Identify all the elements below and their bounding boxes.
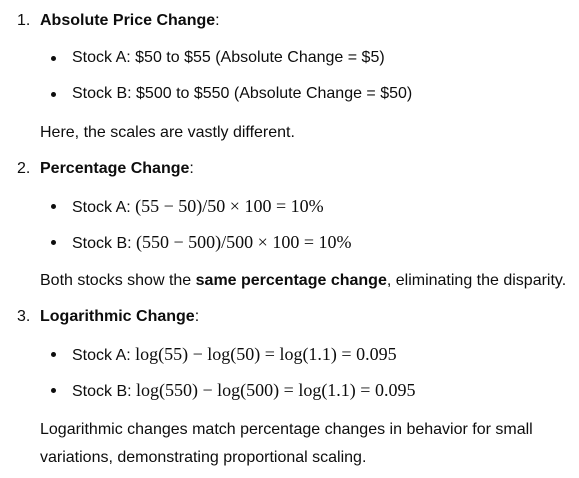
list-item: Stock B: log(550) − log(500) = log(1.1) …	[72, 379, 415, 403]
bullet-label: Stock A:	[72, 347, 131, 364]
bullet-dot	[51, 56, 56, 61]
note-text: Both stocks show the	[40, 272, 196, 289]
bullet-dot	[51, 352, 56, 357]
note-text: , eliminating the disparity.	[386, 272, 567, 289]
bullet-dot	[51, 240, 56, 245]
bullet-text: $500 to $550 (Absolute Change = $50)	[136, 85, 413, 102]
bullet-dot	[51, 92, 56, 97]
section-heading-absolute-price-change: Absolute Price Change:	[40, 10, 220, 32]
section-note: Here, the scales are vastly different.	[40, 124, 295, 141]
heading-text: Logarithmic Change	[40, 308, 195, 325]
section-heading-logarithmic-change: Logarithmic Change:	[40, 306, 199, 328]
bullet-label: Stock B:	[72, 235, 132, 252]
math-expression: (550 − 500)/500 × 100 = 10%	[136, 232, 352, 252]
bullet-label: Stock B:	[72, 383, 132, 400]
math-expression: log(55) − log(50) = log(1.1) = 0.095	[135, 344, 397, 364]
bullet-text: $50 to $55 (Absolute Change = $5)	[135, 49, 385, 66]
heading-colon: :	[215, 12, 220, 29]
list-item: Stock A: $50 to $55 (Absolute Change = $…	[72, 47, 385, 69]
math-expression: log(550) − log(500) = log(1.1) = 0.095	[136, 380, 416, 400]
section-note-line: Logarithmic changes match percentage cha…	[40, 421, 533, 438]
list-number-3: 3.	[17, 308, 31, 325]
math-expression: (55 − 50)/50 × 100 = 10%	[135, 196, 324, 216]
heading-colon: :	[194, 308, 200, 325]
list-number-1: 1.	[17, 12, 31, 29]
heading-text: Percentage Change	[40, 160, 190, 177]
list-item: Stock A: (55 − 50)/50 × 100 = 10%	[72, 195, 324, 219]
list-item: Stock B: $500 to $550 (Absolute Change =…	[72, 83, 412, 105]
bullet-label: Stock A:	[72, 199, 131, 216]
bullet-label: Stock A:	[72, 49, 131, 66]
section-heading-percentage-change: Percentage Change:	[40, 158, 194, 180]
note-emphasis: same percentage change	[195, 272, 387, 289]
bullet-dot	[51, 388, 56, 393]
list-item: Stock B: (550 − 500)/500 × 100 = 10%	[72, 231, 351, 255]
heading-text: Absolute Price Change	[40, 12, 216, 29]
heading-colon: :	[189, 160, 194, 177]
bullet-label: Stock B:	[72, 85, 132, 102]
list-number-2: 2.	[17, 160, 31, 177]
section-note: Both stocks show the same percentage cha…	[40, 270, 566, 292]
section-note-line: variations, demonstrating proportional s…	[40, 449, 367, 466]
list-item: Stock A: log(55) − log(50) = log(1.1) = …	[72, 343, 397, 367]
bullet-dot	[51, 204, 56, 209]
